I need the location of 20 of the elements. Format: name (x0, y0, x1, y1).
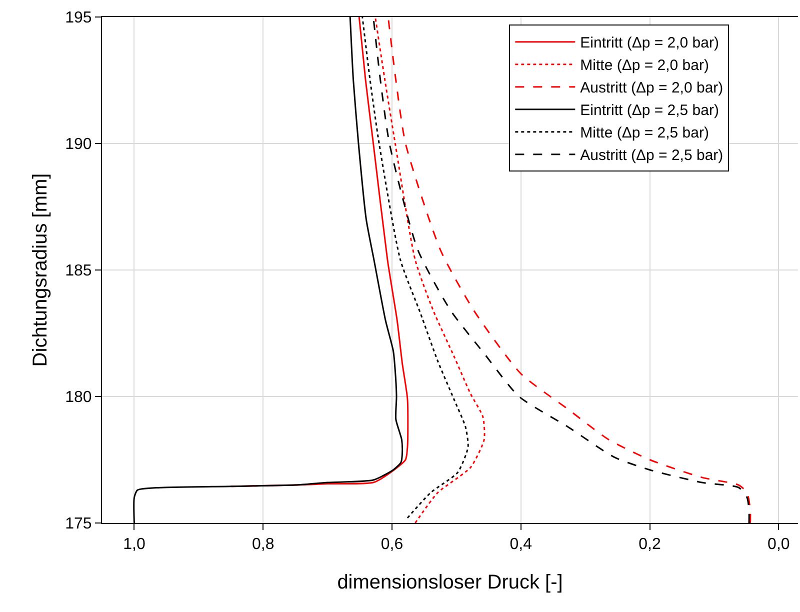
legend-label: Austritt (Δp = 2,5 bar) (580, 147, 724, 164)
legend-label: Austritt (Δp = 2,0 bar) (580, 80, 724, 97)
y-axis-title: Dichtungsradius [mm] (30, 173, 52, 367)
legend-label: Eintritt (Δp = 2,5 bar) (580, 102, 719, 120)
y-tick-label: 190 (65, 136, 92, 154)
legend-label: Mitte (Δp = 2,5 bar) (580, 124, 709, 142)
line-series (374, 17, 486, 523)
x-tick-label: 1,0 (123, 536, 146, 554)
legend-label: Mitte (Δp = 2,0 bar) (580, 57, 709, 74)
y-tick-label: 195 (65, 10, 92, 27)
x-tick-label: 0,2 (638, 536, 661, 554)
x-tick-label: 0,4 (510, 536, 532, 554)
legend-label: Eintritt (Δp = 2,0 bar) (580, 34, 719, 52)
x-tick-label: 0,8 (252, 536, 274, 554)
y-tick-label: 175 (65, 516, 92, 533)
y-tick-label: 185 (65, 262, 92, 280)
x-tick-label: 0,0 (768, 536, 790, 554)
y-tick-label: 180 (65, 389, 92, 406)
x-axis-title: dimensionsloser Druck [-] (337, 572, 563, 594)
x-tick-label: 0,6 (380, 536, 404, 554)
